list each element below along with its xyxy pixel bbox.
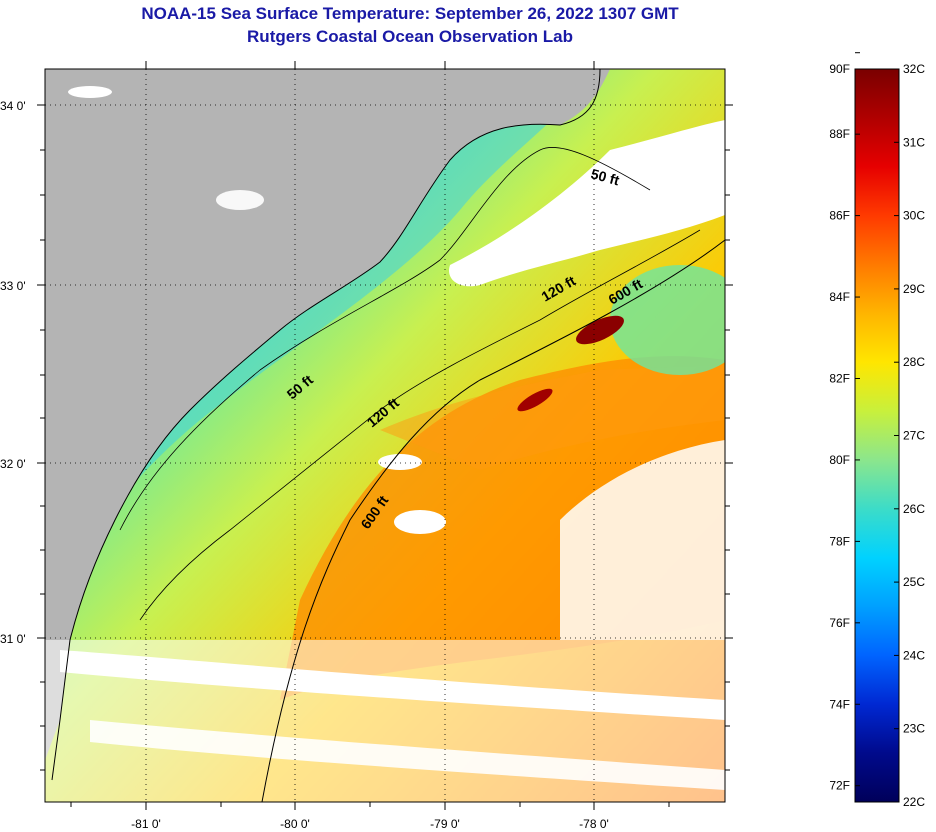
colorbar-label-c: 27C [903, 429, 925, 443]
colorbar-label-c: 26C [903, 502, 925, 516]
graticule [45, 69, 725, 802]
coastline [51, 69, 601, 781]
colorbar-celsius-labels: 32C 31C 30C 29C 28C 27C 26C 25C 24C 23C 22C [903, 62, 925, 809]
isobath-50ft [119, 147, 651, 531]
lat-label-33: 33 0' [0, 279, 26, 293]
lat-label-32: 32 0' [0, 457, 26, 471]
colorbar-label-c: 29C [903, 282, 925, 296]
lon-label-79: -79 0' [430, 817, 460, 831]
colorbar-label-c: 30C [903, 209, 925, 223]
colorbar-label-f: 88F [829, 127, 850, 141]
colorbar-label-c: 28C [903, 355, 925, 369]
land-area [45, 69, 610, 760]
colorbar-label-f: 86F [829, 209, 850, 223]
colorbar-label-c: 23C [903, 722, 925, 736]
axis-ticks [37, 61, 733, 810]
colorbar-label-f: 90F [829, 62, 850, 76]
map-title: NOAA-15 Sea Surface Temperature: Septemb… [141, 4, 679, 23]
lon-label-81: -81 0' [131, 817, 161, 831]
colorbar-label-f: 80F [829, 453, 850, 467]
colorbar-label-f: 72F [829, 779, 850, 793]
colorbar-fahrenheit-labels: 90F 88F 86F 84F 82F 80F 78F 76F 74F 72F [829, 62, 850, 793]
isobath-120ft [139, 229, 701, 621]
isobath-label-50ft-north: 50 ft [589, 165, 621, 188]
colorbar-label-c: 25C [903, 575, 925, 589]
lon-label-80: -80 0' [280, 817, 310, 831]
cloud-band-north [449, 120, 725, 287]
colorbar-label-c: 24C [903, 648, 925, 662]
colorbar-label-f: 78F [829, 534, 850, 548]
colorbar-label-f: 74F [829, 697, 850, 711]
colorbar-label-f: 76F [829, 616, 850, 630]
lon-label-78: -78 0' [579, 817, 609, 831]
colorbar-label-c: 22C [903, 795, 925, 809]
colorbar-label-c: 32C [903, 62, 925, 76]
colorbar [854, 68, 900, 803]
colorbar-label-f: 82F [829, 371, 850, 385]
colorbar-ticks [855, 52, 899, 803]
isobath-600ft [261, 239, 725, 802]
map-frame [44, 68, 726, 803]
lat-label-34: 34 0' [0, 99, 26, 113]
map-subtitle: Rutgers Coastal Ocean Observation Lab [247, 27, 573, 46]
lat-label-31: 31 0' [0, 632, 26, 646]
colorbar-label-c: 31C [903, 135, 925, 149]
colorbar-label-f: 84F [829, 290, 850, 304]
